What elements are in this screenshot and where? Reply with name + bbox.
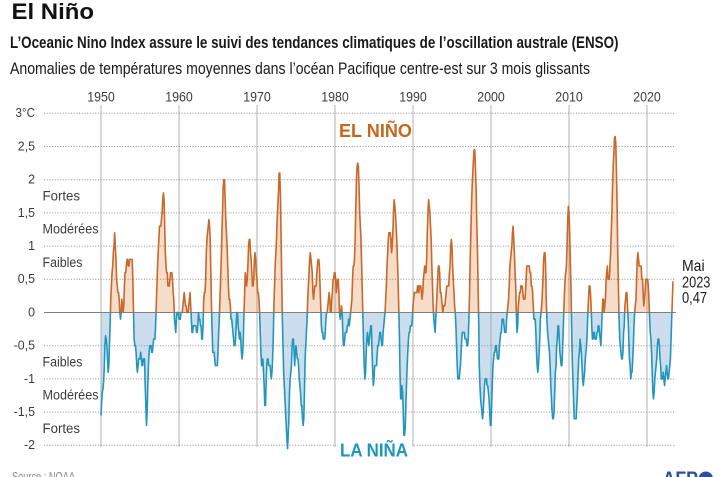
svg-text:-1,5: -1,5 — [14, 404, 35, 419]
svg-text:1990: 1990 — [399, 89, 427, 105]
svg-text:0,47: 0,47 — [682, 290, 707, 307]
svg-text:L’Oceanic Nino Index assure le: L’Oceanic Nino Index assure le suivi des… — [10, 34, 619, 52]
svg-text:1950: 1950 — [87, 89, 115, 105]
svg-text:Anomalies de températures moye: Anomalies de températures moyennes dans … — [10, 60, 590, 78]
svg-text:Modérées: Modérées — [43, 222, 99, 237]
svg-text:2000: 2000 — [477, 89, 505, 105]
svg-text:1960: 1960 — [165, 89, 193, 105]
svg-text:2,5: 2,5 — [18, 138, 35, 153]
svg-text:AFP: AFP — [663, 469, 699, 477]
svg-text:Modérées: Modérées — [43, 388, 99, 403]
svg-text:EL NIÑO: EL NIÑO — [339, 120, 412, 141]
svg-text:2020: 2020 — [633, 89, 661, 105]
svg-text:1: 1 — [28, 238, 35, 253]
svg-text:1970: 1970 — [243, 89, 271, 105]
svg-text:Fortes: Fortes — [43, 189, 81, 204]
svg-text:0: 0 — [28, 304, 35, 319]
svg-text:2: 2 — [28, 172, 35, 187]
svg-text:-2: -2 — [24, 437, 35, 452]
svg-text:-0,5: -0,5 — [14, 338, 35, 353]
svg-text:Source : NOAA: Source : NOAA — [12, 469, 75, 477]
svg-text:Faibles: Faibles — [43, 255, 83, 270]
svg-text:-1: -1 — [24, 371, 35, 386]
svg-text:3°C: 3°C — [16, 105, 36, 120]
svg-text:1980: 1980 — [321, 89, 349, 105]
svg-text:1,5: 1,5 — [18, 205, 35, 220]
svg-text:2023: 2023 — [682, 275, 710, 292]
svg-text:2010: 2010 — [555, 89, 583, 105]
svg-text:LA NIÑA: LA NIÑA — [340, 440, 408, 461]
svg-text:Fortes: Fortes — [43, 421, 81, 436]
svg-text:Mai: Mai — [682, 258, 705, 275]
svg-text:Faibles: Faibles — [43, 355, 83, 370]
svg-text:0,5: 0,5 — [18, 271, 35, 286]
svg-text:El Niño: El Niño — [12, 0, 95, 24]
